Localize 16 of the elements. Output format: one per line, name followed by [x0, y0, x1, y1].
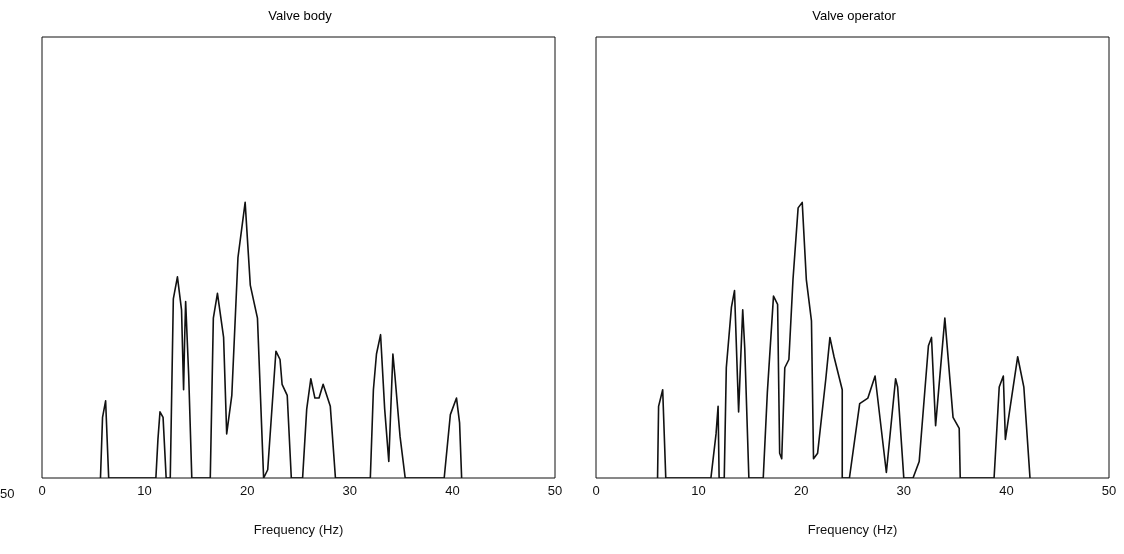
x-tick-label: 30	[342, 483, 358, 499]
x-tick-label: 0	[592, 483, 600, 499]
x-tick-label: 0	[38, 483, 46, 499]
x-tick-label: 40	[445, 483, 460, 499]
x-axis-title: Frequency (Hz)	[253, 522, 344, 537]
x-tick-label: 20	[239, 483, 255, 499]
x-tick-label: 20	[793, 483, 809, 499]
x-tick-label: 50	[1101, 483, 1117, 499]
chart-title: Valve body	[267, 8, 333, 25]
x-tick-label: 50	[547, 483, 563, 499]
x-tick-label: 30	[896, 483, 912, 499]
chart-title: Valve operator	[811, 8, 897, 25]
x-tick-label: 40	[999, 483, 1014, 499]
x-tick-label: 10	[691, 483, 706, 499]
x-tick-label: 10	[137, 483, 152, 499]
x-axis-title: Frequency (Hz)	[807, 522, 898, 537]
